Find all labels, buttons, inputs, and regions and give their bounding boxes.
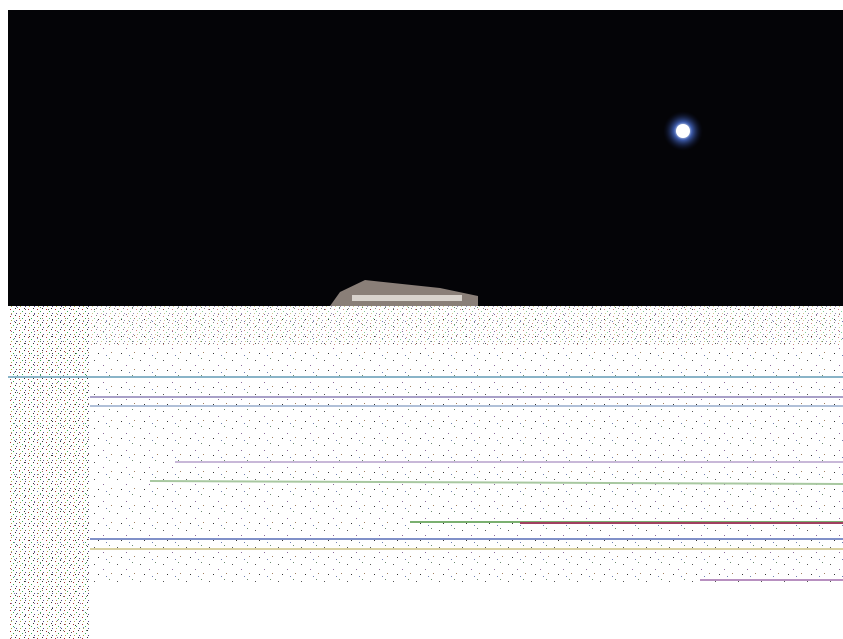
glitch-lines: [8, 376, 843, 581]
glitch-line: [149, 480, 843, 485]
moon: [676, 124, 690, 138]
corrupted-strip-overlay: [8, 306, 90, 639]
rooftop-wall: [352, 295, 462, 301]
corrupted-band: [8, 306, 843, 346]
corrupted-region: [8, 306, 843, 586]
night-sky: [8, 10, 843, 306]
